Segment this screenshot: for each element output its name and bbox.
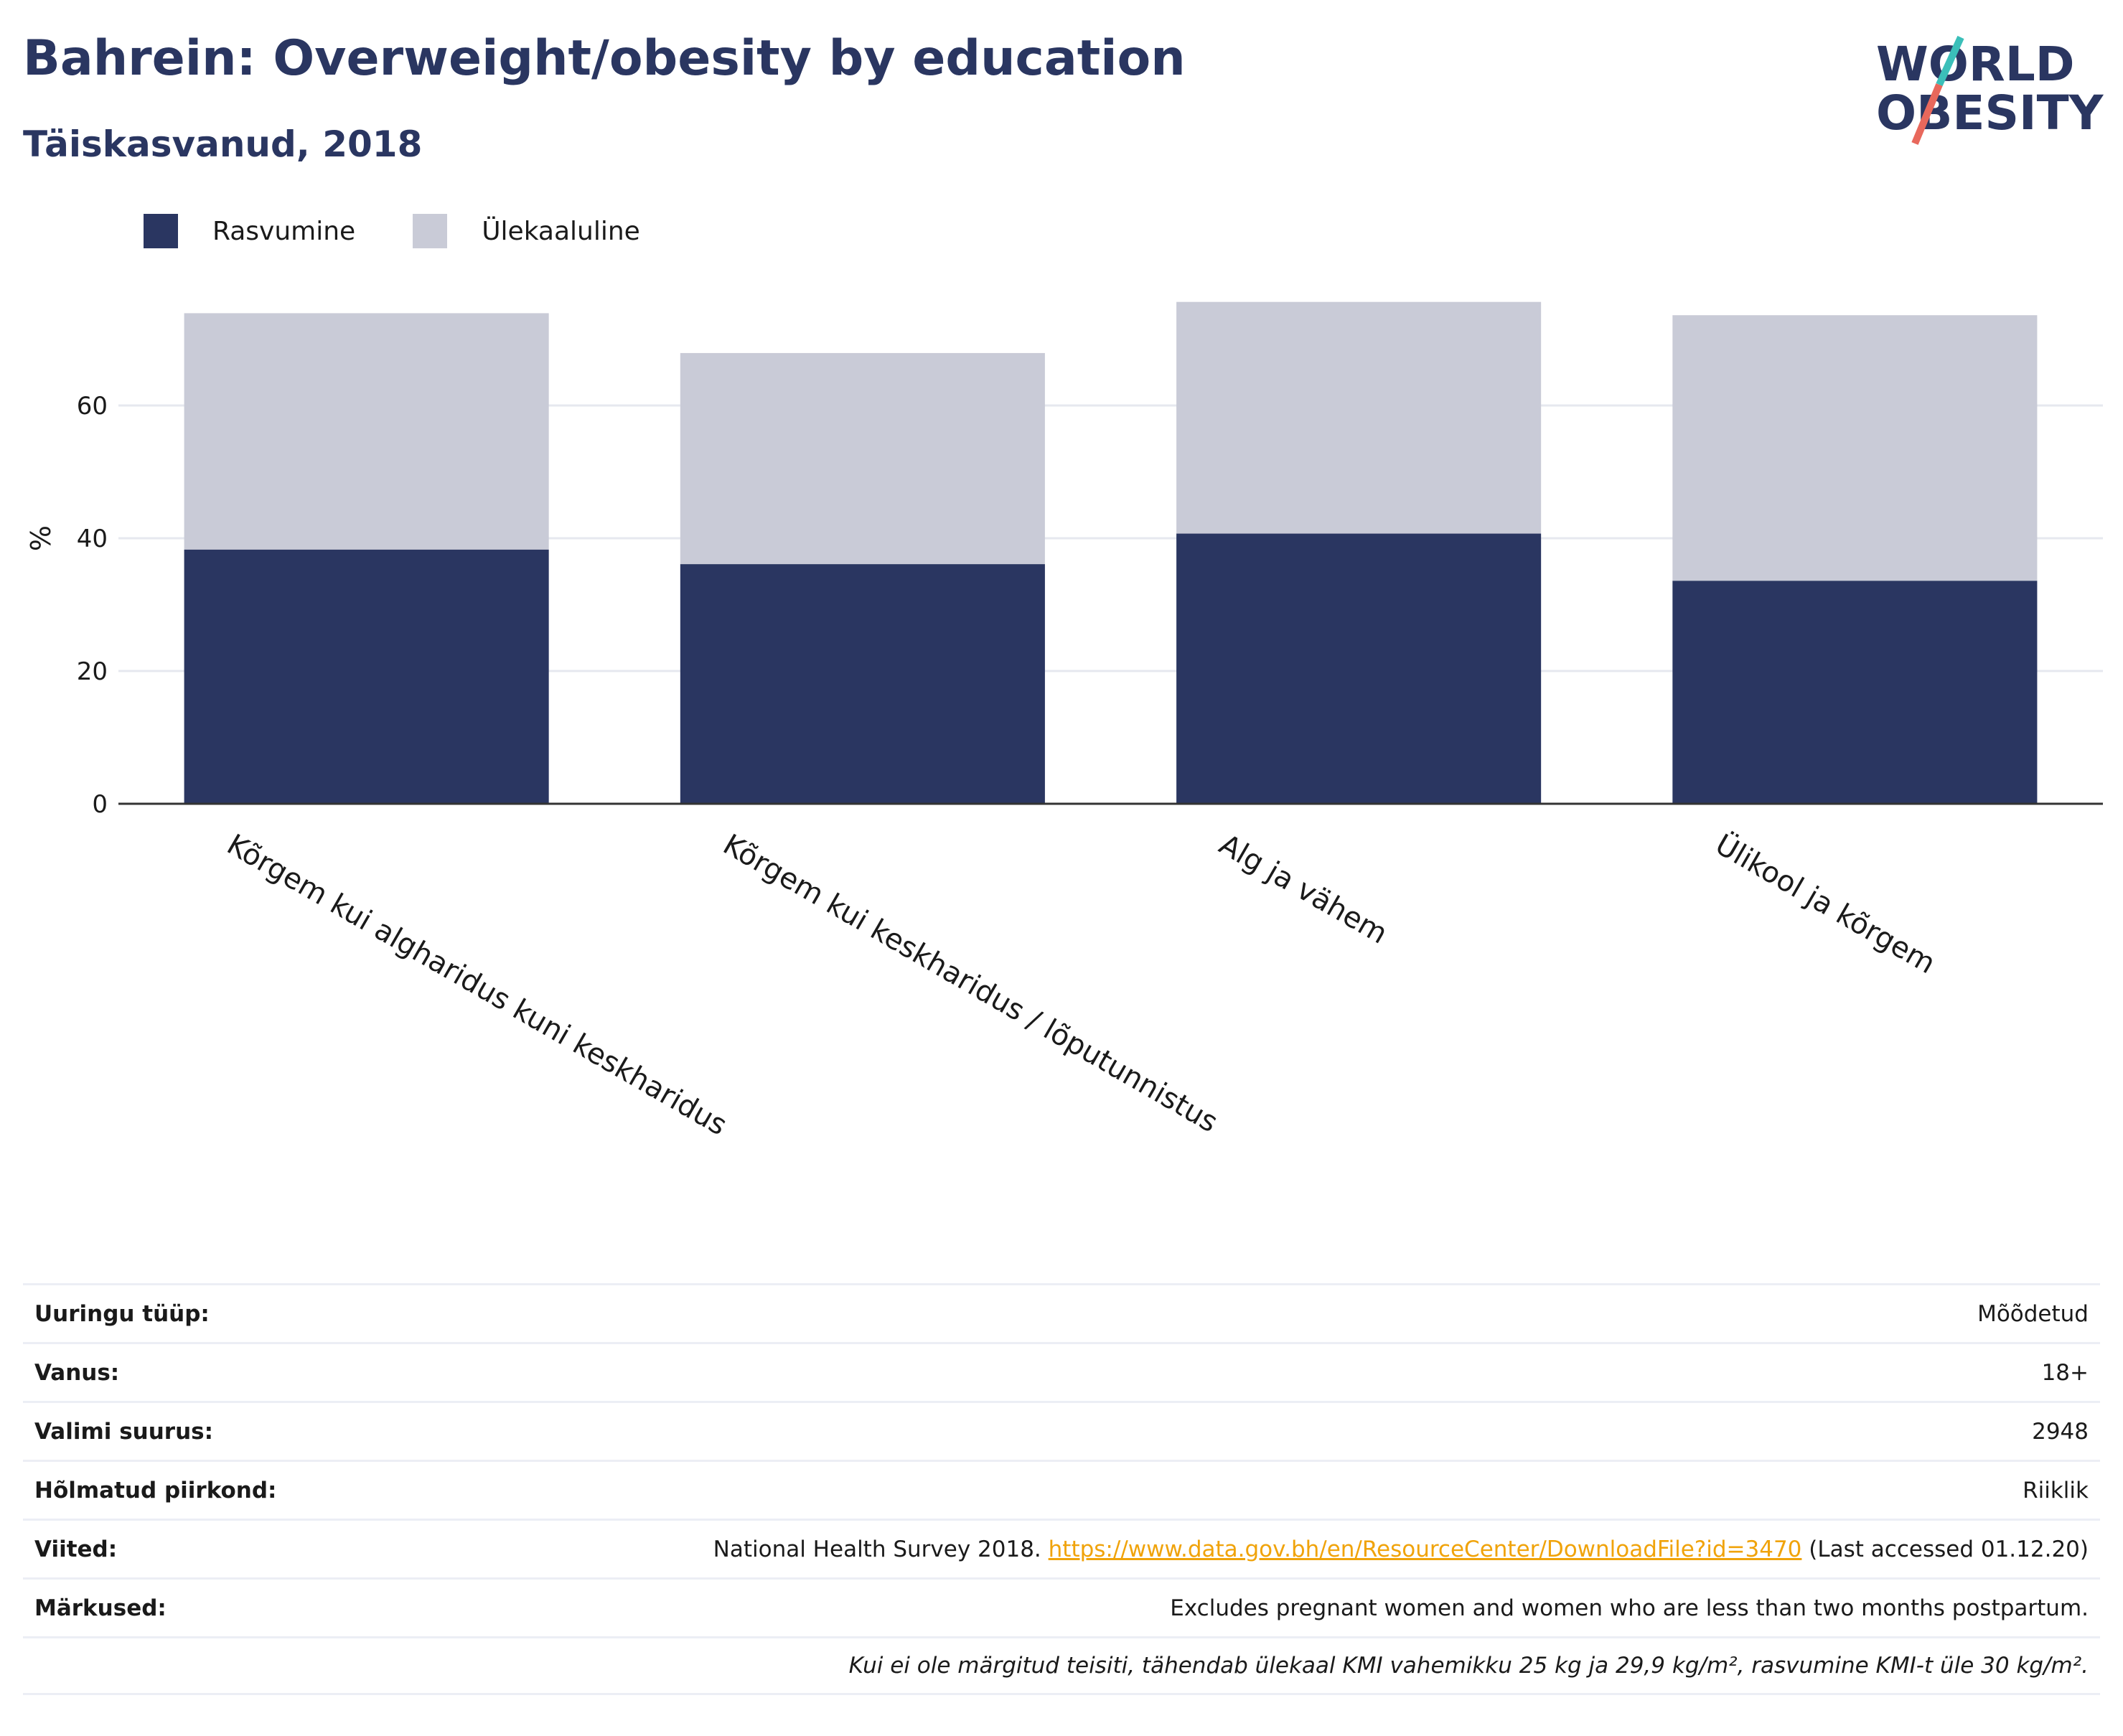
meta-row-age: Vanus: 18+ <box>23 1342 2100 1401</box>
bar-overweight[interactable] <box>680 352 1045 565</box>
legend-item-obesity[interactable]: Rasvumine <box>144 214 355 248</box>
bar-overweight[interactable] <box>1672 315 2038 581</box>
meta-label: Uuringu tüüp: <box>34 1300 210 1327</box>
meta-value: 18+ <box>2041 1359 2089 1386</box>
bar-overweight[interactable] <box>1176 301 1542 534</box>
meta-label: Märkused: <box>34 1595 167 1621</box>
bar-overweight[interactable] <box>184 313 549 550</box>
reference-suffix: (Last accessed 01.12.20) <box>1809 1536 2089 1562</box>
meta-value: 2948 <box>2032 1418 2089 1445</box>
logo-slash-teal <box>1936 35 1964 87</box>
y-tick-label: 60 <box>77 392 108 421</box>
reference-value: National Health Survey 2018. https://www… <box>713 1536 2089 1562</box>
x-tick-label: Alg ja vähem <box>1214 828 1393 951</box>
meta-row-footnote: Kui ei ole märgitud teisiti, tähendab ül… <box>23 1636 2100 1695</box>
x-tick-label: Kõrgem kui keskharidus / lõputunnistus <box>718 828 1224 1134</box>
meta-label: Hõlmatud piirkond: <box>34 1477 277 1503</box>
legend-swatch-overweight <box>413 214 448 248</box>
meta-row-area-covered: Hõlmatud piirkond: Riiklik <box>23 1460 2100 1519</box>
logo-slash-coral <box>1911 83 1943 145</box>
chart-subtitle: Täiskasvanud, 2018 <box>23 123 423 165</box>
x-tick-label: Ülikool ja kõrgem <box>1710 827 1941 980</box>
chart-title: Bahrein: Overweight/obesity by education <box>23 30 1186 87</box>
x-tick-label: Kõrgem kui algharidus kuni keskharidus <box>221 828 732 1134</box>
reference-prefix: National Health Survey 2018. <box>713 1536 1041 1562</box>
bar-obesity[interactable] <box>184 549 549 804</box>
legend-item-overweight[interactable]: Ülekaaluline <box>413 214 640 248</box>
logo-word-obesity: OBESITY <box>1876 85 2104 141</box>
y-tick-label: 20 <box>77 657 108 686</box>
survey-details-table: Uuringu tüüp: Mõõdetud Vanus: 18+ Valimi… <box>23 1283 2100 1695</box>
meta-row-survey-type: Uuringu tüüp: Mõõdetud <box>23 1283 2100 1342</box>
legend-swatch-obesity <box>144 214 178 248</box>
chart-legend: Rasvumine Ülekaaluline <box>144 212 698 250</box>
meta-label: Vanus: <box>34 1359 120 1386</box>
y-axis-label: % <box>25 525 57 551</box>
bar-obesity[interactable] <box>1672 581 2038 804</box>
meta-value: Excludes pregnant women and women who ar… <box>1170 1595 2089 1621</box>
y-tick-label: 0 <box>92 790 108 819</box>
legend-label-overweight: Ülekaaluline <box>482 216 640 246</box>
meta-value: Mõõdetud <box>1977 1300 2089 1327</box>
meta-label: Viited: <box>34 1536 118 1562</box>
meta-label: Valimi suurus: <box>34 1418 213 1445</box>
world-obesity-logo: WORLD OBESITY <box>1876 35 2104 145</box>
legend-label-obesity: Rasvumine <box>212 216 356 246</box>
bars <box>184 301 2038 804</box>
y-tick-label: 40 <box>77 525 108 553</box>
bar-chart: 0 20 40 60% Kõrgem kui algharidus kuni keskh… <box>25 301 2103 1134</box>
bmi-definition-note: Kui ei ole märgitud teisiti, tähendab ül… <box>848 1653 2089 1679</box>
reference-link[interactable]: https://www.data.gov.bh/en/ResourceCente… <box>1048 1536 1802 1562</box>
bar-obesity[interactable] <box>680 564 1045 804</box>
meta-row-remarks: Märkused: Excludes pregnant women and wo… <box>23 1577 2100 1636</box>
logo-word-world: WORLD <box>1876 37 2075 92</box>
meta-value: Riiklik <box>2023 1477 2089 1503</box>
meta-row-sample-size: Valimi suurus: 2948 <box>23 1401 2100 1460</box>
meta-row-references: Viited: National Health Survey 2018. htt… <box>23 1519 2100 1577</box>
bar-obesity[interactable] <box>1176 533 1542 804</box>
